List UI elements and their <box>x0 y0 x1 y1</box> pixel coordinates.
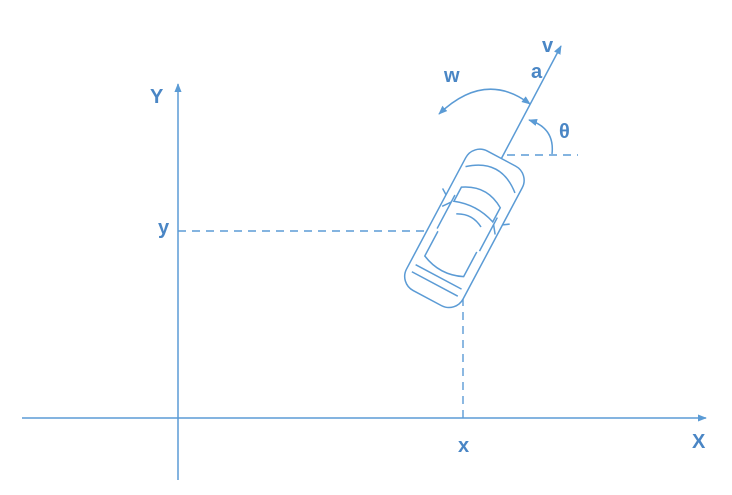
heading-angle-label: θ <box>559 121 570 143</box>
y-axis-label: Y <box>150 86 164 108</box>
theta-angle-arc <box>528 118 554 155</box>
acceleration-label: a <box>531 61 543 83</box>
axes <box>22 83 707 480</box>
car-top-view-icon <box>403 148 525 309</box>
velocity-label: v <box>542 35 554 57</box>
angular-velocity-arc <box>438 88 531 115</box>
x-axis-label: X <box>692 431 706 453</box>
angular-velocity-label: w <box>443 65 460 87</box>
y-coordinate-label: y <box>158 217 170 239</box>
x-coordinate-label: x <box>458 435 469 457</box>
